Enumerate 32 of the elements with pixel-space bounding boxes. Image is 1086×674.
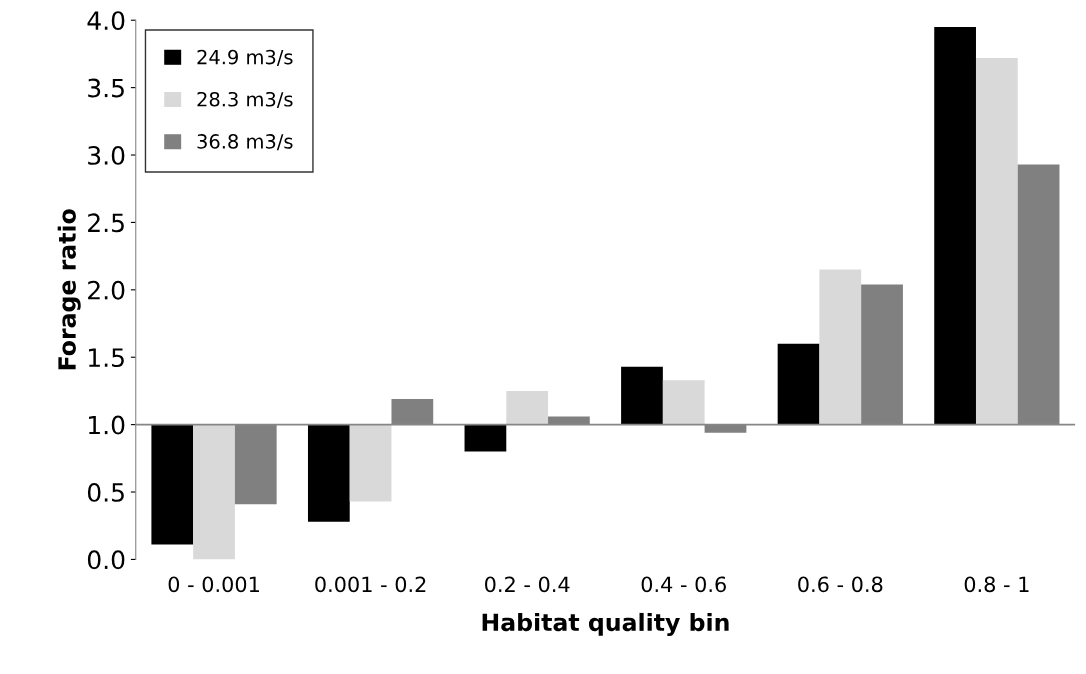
- y-tick-label: 0.0: [87, 550, 125, 570]
- y-tick-label: 1.0: [89, 415, 125, 435]
- x-tick-label: 0 - 0.001: [168, 576, 259, 593]
- bar: [662, 380, 705, 425]
- y-tick-label: 2.5: [88, 213, 124, 233]
- y-tick-label: 2.0: [88, 280, 125, 300]
- x-axis-title: Habitat quality bin: [482, 612, 729, 636]
- legend-label: 24.9 m3/s: [197, 49, 293, 66]
- bar: [307, 424, 350, 522]
- x-tick-label: 0.001 - 0.2: [315, 576, 426, 593]
- bar: [934, 26, 976, 425]
- y-tick-label: 4.0: [87, 11, 125, 31]
- bar: [349, 424, 392, 502]
- y-tick-label: 3.5: [88, 78, 124, 98]
- bar: [506, 390, 549, 425]
- legend-label: 28.3 m3/s: [197, 91, 293, 109]
- x-tick-label: 0.8 - 1: [964, 576, 1029, 593]
- bar: [819, 269, 862, 425]
- legend-label: 36.8 m3/s: [197, 134, 293, 151]
- y-tick-label: 3.0: [88, 145, 125, 165]
- bar: [975, 57, 1018, 425]
- y-tick-label: 1.5: [89, 348, 124, 368]
- y-axis-title: Forage ratio: [57, 209, 81, 370]
- y-tick-label: 0.5: [87, 482, 124, 502]
- bar: [621, 366, 663, 425]
- bar: [193, 424, 235, 560]
- bar: [464, 424, 507, 452]
- x-tick-label: 0.4 - 0.6: [641, 576, 726, 593]
- bar: [151, 424, 194, 545]
- x-tick-label: 0.2 - 0.4: [485, 576, 570, 593]
- bar: [777, 343, 820, 425]
- x-tick-label: 0.6 - 0.8: [798, 576, 883, 593]
